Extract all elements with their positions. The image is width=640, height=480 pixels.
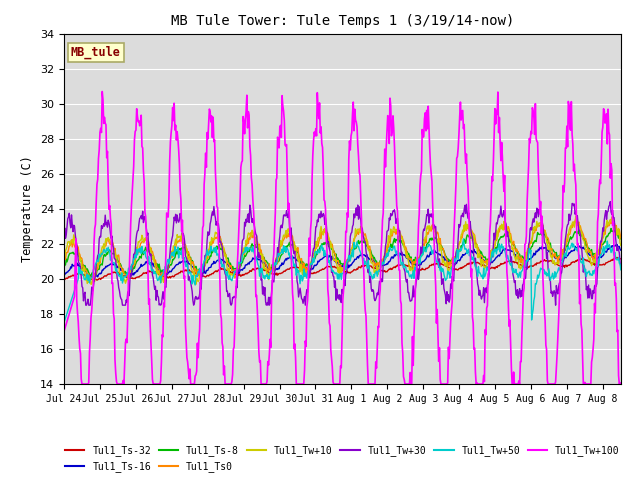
Tul1_Tw+50	[63, 313, 70, 319]
Tul1_Tw+10	[298, 271, 306, 277]
Tul1_Ts-32	[613, 254, 621, 260]
Tul1_Ts-8	[298, 259, 306, 264]
Tul1_Ts-16	[60, 272, 68, 277]
Tul1_Tw+30	[298, 297, 306, 302]
Tul1_Tw+30	[617, 264, 625, 269]
Tul1_Tw+30	[63, 232, 70, 238]
Tul1_Tw+100	[78, 381, 86, 387]
Tul1_Ts-8	[319, 241, 327, 247]
Tul1_Tw+100	[320, 197, 328, 203]
Legend: Tul1_Ts-32, Tul1_Ts-16, Tul1_Ts-8, Tul1_Ts0, Tul1_Tw+10, Tul1_Tw+30, Tul1_Tw+50,: Tul1_Ts-32, Tul1_Ts-16, Tul1_Ts-8, Tul1_…	[61, 442, 623, 476]
Tul1_Tw+30	[60, 233, 68, 239]
Tul1_Ts-8	[460, 236, 468, 242]
Tul1_Ts0	[86, 276, 93, 282]
Tul1_Tw+30	[607, 199, 614, 204]
Tul1_Ts-32	[63, 275, 70, 281]
Tul1_Ts0	[474, 244, 481, 250]
Tul1_Tw+100	[60, 328, 68, 334]
Line: Tul1_Ts-32: Tul1_Ts-32	[64, 257, 621, 280]
Line: Tul1_Ts0: Tul1_Ts0	[64, 219, 621, 279]
Tul1_Tw+50	[617, 267, 625, 273]
Tul1_Tw+10	[139, 235, 147, 240]
Tul1_Tw+100	[300, 381, 307, 387]
Tul1_Ts0	[609, 216, 616, 222]
Tul1_Tw+100	[140, 168, 147, 174]
Tul1_Tw+50	[298, 273, 305, 278]
Tul1_Ts-32	[617, 256, 625, 262]
Tul1_Ts-32	[139, 271, 147, 277]
Line: Tul1_Tw+50: Tul1_Tw+50	[64, 239, 621, 323]
Tul1_Tw+50	[474, 274, 481, 279]
Tul1_Ts-16	[139, 263, 147, 268]
Tul1_Ts-8	[617, 236, 625, 241]
Tul1_Tw+50	[460, 242, 468, 248]
Tul1_Tw+100	[99, 89, 106, 95]
Title: MB Tule Tower: Tule Temps 1 (3/19/14-now): MB Tule Tower: Tule Temps 1 (3/19/14-now…	[171, 14, 514, 28]
Tul1_Ts-8	[63, 256, 70, 262]
Tul1_Tw+30	[139, 208, 147, 214]
Tul1_Tw+10	[617, 242, 625, 248]
Tul1_Ts-16	[88, 275, 95, 281]
Tul1_Ts0	[63, 250, 70, 256]
Tul1_Ts-32	[460, 264, 468, 269]
Tul1_Tw+100	[475, 381, 483, 387]
Line: Tul1_Tw+10: Tul1_Tw+10	[64, 216, 621, 284]
Tul1_Ts0	[460, 228, 468, 234]
Tul1_Ts-32	[93, 277, 101, 283]
Tul1_Tw+50	[319, 248, 326, 253]
Tul1_Ts-8	[139, 248, 147, 253]
Tul1_Tw+50	[460, 236, 467, 242]
Tul1_Tw+10	[63, 246, 70, 252]
Tul1_Tw+10	[460, 222, 468, 228]
Tul1_Tw+50	[138, 244, 146, 250]
Tul1_Tw+50	[60, 320, 68, 325]
Tul1_Tw+10	[572, 213, 580, 219]
Tul1_Ts-16	[617, 247, 625, 253]
Text: MB_tule: MB_tule	[70, 46, 120, 59]
Tul1_Ts-16	[613, 241, 621, 247]
Tul1_Tw+10	[474, 254, 481, 260]
Line: Tul1_Tw+100: Tul1_Tw+100	[64, 92, 621, 384]
Tul1_Ts-32	[319, 266, 327, 272]
Tul1_Tw+10	[319, 232, 327, 238]
Tul1_Tw+30	[474, 281, 481, 287]
Tul1_Tw+100	[617, 381, 625, 387]
Tul1_Tw+10	[60, 251, 68, 257]
Line: Tul1_Ts-16: Tul1_Ts-16	[64, 244, 621, 278]
Tul1_Ts-16	[474, 251, 481, 256]
Tul1_Ts0	[60, 263, 68, 268]
Tul1_Tw+100	[461, 146, 468, 152]
Tul1_Tw+30	[460, 207, 468, 213]
Tul1_Ts-16	[319, 255, 327, 261]
Tul1_Tw+100	[63, 321, 70, 327]
Tul1_Ts-8	[86, 273, 94, 279]
Tul1_Ts0	[139, 239, 147, 245]
Tul1_Ts-32	[60, 276, 68, 282]
Tul1_Ts-32	[474, 260, 481, 265]
Tul1_Ts-16	[63, 270, 70, 276]
Line: Tul1_Ts-8: Tul1_Ts-8	[64, 228, 621, 276]
Tul1_Ts-8	[474, 245, 481, 251]
Y-axis label: Temperature (C): Temperature (C)	[22, 156, 35, 262]
Tul1_Ts-8	[60, 266, 68, 272]
Tul1_Tw+10	[87, 281, 95, 287]
Tul1_Ts-8	[607, 226, 615, 231]
Tul1_Ts-16	[460, 252, 468, 258]
Tul1_Ts-32	[298, 267, 306, 273]
Tul1_Ts0	[617, 235, 625, 241]
Tul1_Tw+30	[82, 302, 90, 308]
Tul1_Tw+30	[319, 211, 327, 216]
Line: Tul1_Tw+30: Tul1_Tw+30	[64, 202, 621, 305]
Tul1_Ts0	[298, 265, 306, 271]
Tul1_Ts-16	[298, 261, 306, 267]
Tul1_Ts0	[319, 230, 327, 236]
